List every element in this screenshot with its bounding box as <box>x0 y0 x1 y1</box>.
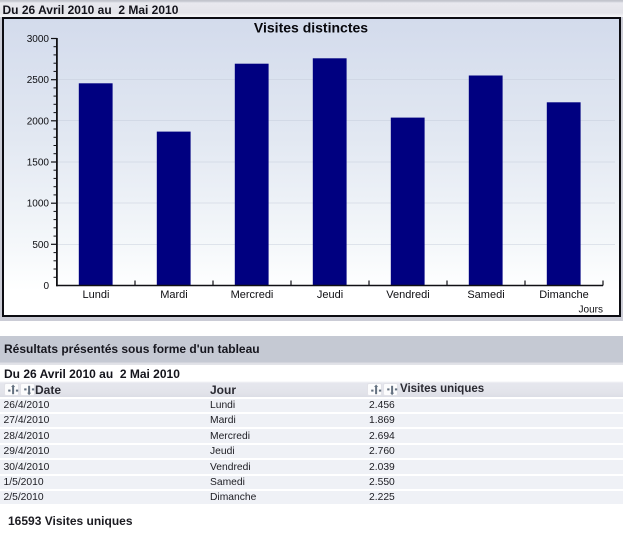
svg-text:Jours: Jours <box>579 305 603 316</box>
svg-text:2500: 2500 <box>27 75 50 86</box>
svg-text:Mardi: Mardi <box>160 289 188 301</box>
svg-text:Samedi: Samedi <box>467 289 504 301</box>
svg-text:Lundi: Lundi <box>83 289 110 301</box>
svg-text:Dimanche: Dimanche <box>539 289 589 301</box>
svg-text:2000: 2000 <box>27 116 50 127</box>
svg-text:Vendredi: Vendredi <box>386 289 429 301</box>
svg-text:Visites distinctes: Visites distinctes <box>254 20 368 36</box>
svg-text:3000: 3000 <box>27 34 50 45</box>
svg-text:0: 0 <box>43 281 49 292</box>
svg-text:1500: 1500 <box>27 158 50 169</box>
svg-text:Jeudi: Jeudi <box>317 289 343 301</box>
svg-text:500: 500 <box>32 240 49 251</box>
svg-text:1000: 1000 <box>27 199 50 210</box>
svg-text:Mercredi: Mercredi <box>231 289 274 301</box>
